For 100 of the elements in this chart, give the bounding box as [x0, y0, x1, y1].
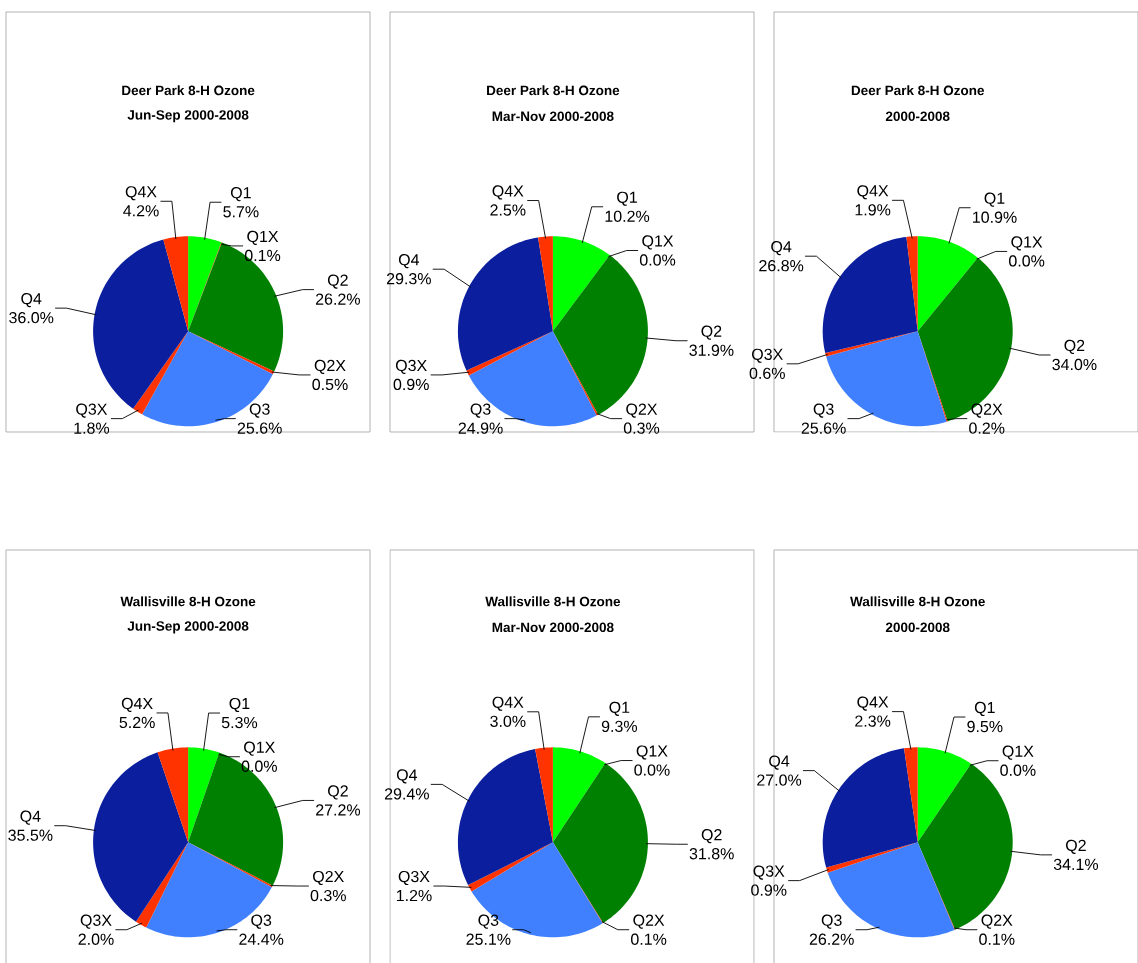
slice-label: Q1X [247, 230, 279, 245]
chart-title: Wallisville 8-H Ozone [485, 596, 621, 607]
legend-label: Q1X [1002, 745, 1034, 760]
data-label: 34.0% [1052, 358, 1097, 371]
slice-label: Q3X [752, 348, 783, 363]
slice-label: Q2 [1064, 339, 1085, 355]
slice-label: Q4 [20, 810, 41, 825]
category-label: Q1X [1011, 236, 1043, 251]
chart-subtitle: Mar-Nov 2000-2008 [492, 622, 614, 633]
data-label: 35.5% [8, 829, 53, 841]
slice-label: Q1 [617, 191, 637, 206]
legend-label: Q1X [642, 235, 674, 250]
data-label: 9.5% [967, 720, 1003, 733]
data-label: 26.2% [315, 293, 360, 305]
slice-label: Q3 [251, 914, 272, 929]
slice-label: Q2X [314, 359, 346, 374]
chart-subtitle: 2000-2008 [885, 111, 950, 122]
slice-label: Q4 [771, 241, 792, 256]
data-label: 0.3% [623, 422, 660, 434]
slice-label: Q2 [701, 829, 722, 844]
slice-label: Q1 [984, 192, 1005, 207]
slice-label: Q2 [701, 325, 722, 340]
slice-label: Q2X [626, 403, 658, 418]
legend-label: Q1X [244, 741, 275, 756]
data-label: 25.6% [801, 422, 846, 434]
slice-label: Q4 [396, 769, 418, 784]
data-label: 25.1% [466, 933, 511, 945]
data-label: 0.2% [969, 422, 1005, 434]
slice-label: Q3X [80, 914, 112, 929]
data-label: 26.2% [809, 933, 854, 945]
slice-label: Q2X [633, 914, 665, 929]
chart-subtitle: Jun-Sep 2000-2008 [127, 621, 249, 634]
data-label: 2.5% [490, 204, 526, 216]
slice-label: Q2X [971, 403, 1003, 418]
slice-label: Q1 [230, 187, 251, 202]
slice-label: Q3X [753, 865, 785, 880]
data-label: 29.3% [386, 273, 431, 285]
slice-label: Q4 [398, 254, 420, 269]
slice-label: Q2X [313, 870, 344, 886]
data-label: 24.9% [458, 422, 503, 434]
data-label: 0.6% [749, 367, 785, 379]
data-label: 0.1% [979, 933, 1015, 945]
slice-label: Q1 [974, 701, 995, 717]
chart-title: Deer Park 8-H Ozone [122, 85, 255, 96]
slice-label: Q2X [981, 914, 1013, 929]
slice-label: Q3X [398, 870, 430, 886]
slice-label: Q3X [76, 403, 108, 418]
data-label: 36.0% [9, 311, 54, 324]
slice-label: Q4X [492, 696, 524, 711]
data-label: 0.5% [312, 378, 348, 391]
data-label: 5.3% [221, 716, 258, 729]
slice-label: Q4X [857, 185, 889, 200]
data-label: 27.0% [757, 774, 802, 786]
data-label: 2.0% [78, 933, 114, 945]
data-label: 10.2% [605, 210, 650, 222]
chart-title: Wallisville 8-H Ozone [850, 596, 985, 607]
slice-label: Q4X [125, 186, 157, 201]
text: 0.0% [1009, 255, 1045, 267]
text: 0.0% [1000, 764, 1036, 776]
data-label: 3.0% [490, 715, 526, 727]
data-label: 4.2% [123, 205, 159, 217]
data-label: 10.9% [973, 211, 1017, 223]
slice-label: Q1 [229, 697, 250, 713]
slice-label: Q4X [492, 185, 524, 200]
slice-label: Q4 [21, 292, 42, 308]
data-label: 5.7% [223, 206, 259, 218]
chart-subtitle: 2000-2008 [885, 622, 950, 633]
text: 0.0% [634, 764, 670, 776]
chart-title: Wallisville 8-H Ozone [120, 596, 256, 607]
text: 0.0% [639, 254, 676, 266]
data-label: 29.4% [384, 788, 429, 800]
data-label: 31.9% [689, 344, 734, 356]
chart-title: Deer Park 8-H Ozone [851, 85, 984, 96]
data-label: 34.1% [1053, 858, 1099, 871]
slice-label: Q2 [1066, 839, 1086, 854]
data-label: 0.3% [310, 889, 346, 902]
slice-label: Q2 [328, 785, 348, 800]
slice-label: Q4X [857, 696, 889, 711]
data-label: 0.9% [393, 378, 429, 391]
slice-label: Q3 [821, 914, 842, 929]
slice-label: Q4X [121, 697, 153, 712]
data-label: 1.8% [74, 422, 110, 434]
legend-label: Q1X [636, 745, 668, 760]
data-label: 0.1% [631, 933, 667, 945]
data-label: 26.8% [759, 260, 804, 272]
slice-label: Q3 [470, 403, 491, 418]
slice-label: Q3 [813, 403, 834, 418]
text: 0.0% [241, 760, 277, 772]
data-label: 1.9% [855, 204, 891, 216]
chart-subtitle: Mar-Nov 2000-2008 [492, 111, 614, 122]
data-label: 25.6% [237, 422, 282, 434]
slice-label: Q3X [395, 359, 427, 374]
slice-label: Q4 [769, 755, 790, 770]
data-label: 5.2% [119, 716, 155, 729]
chart-title: Deer Park 8-H Ozone [487, 85, 620, 96]
slice-label: Q3 [478, 914, 499, 929]
data-label: 0.1% [244, 249, 281, 262]
data-label: 1.2% [396, 889, 432, 902]
data-label: 27.2% [316, 804, 361, 816]
data-label: 0.9% [751, 884, 787, 896]
